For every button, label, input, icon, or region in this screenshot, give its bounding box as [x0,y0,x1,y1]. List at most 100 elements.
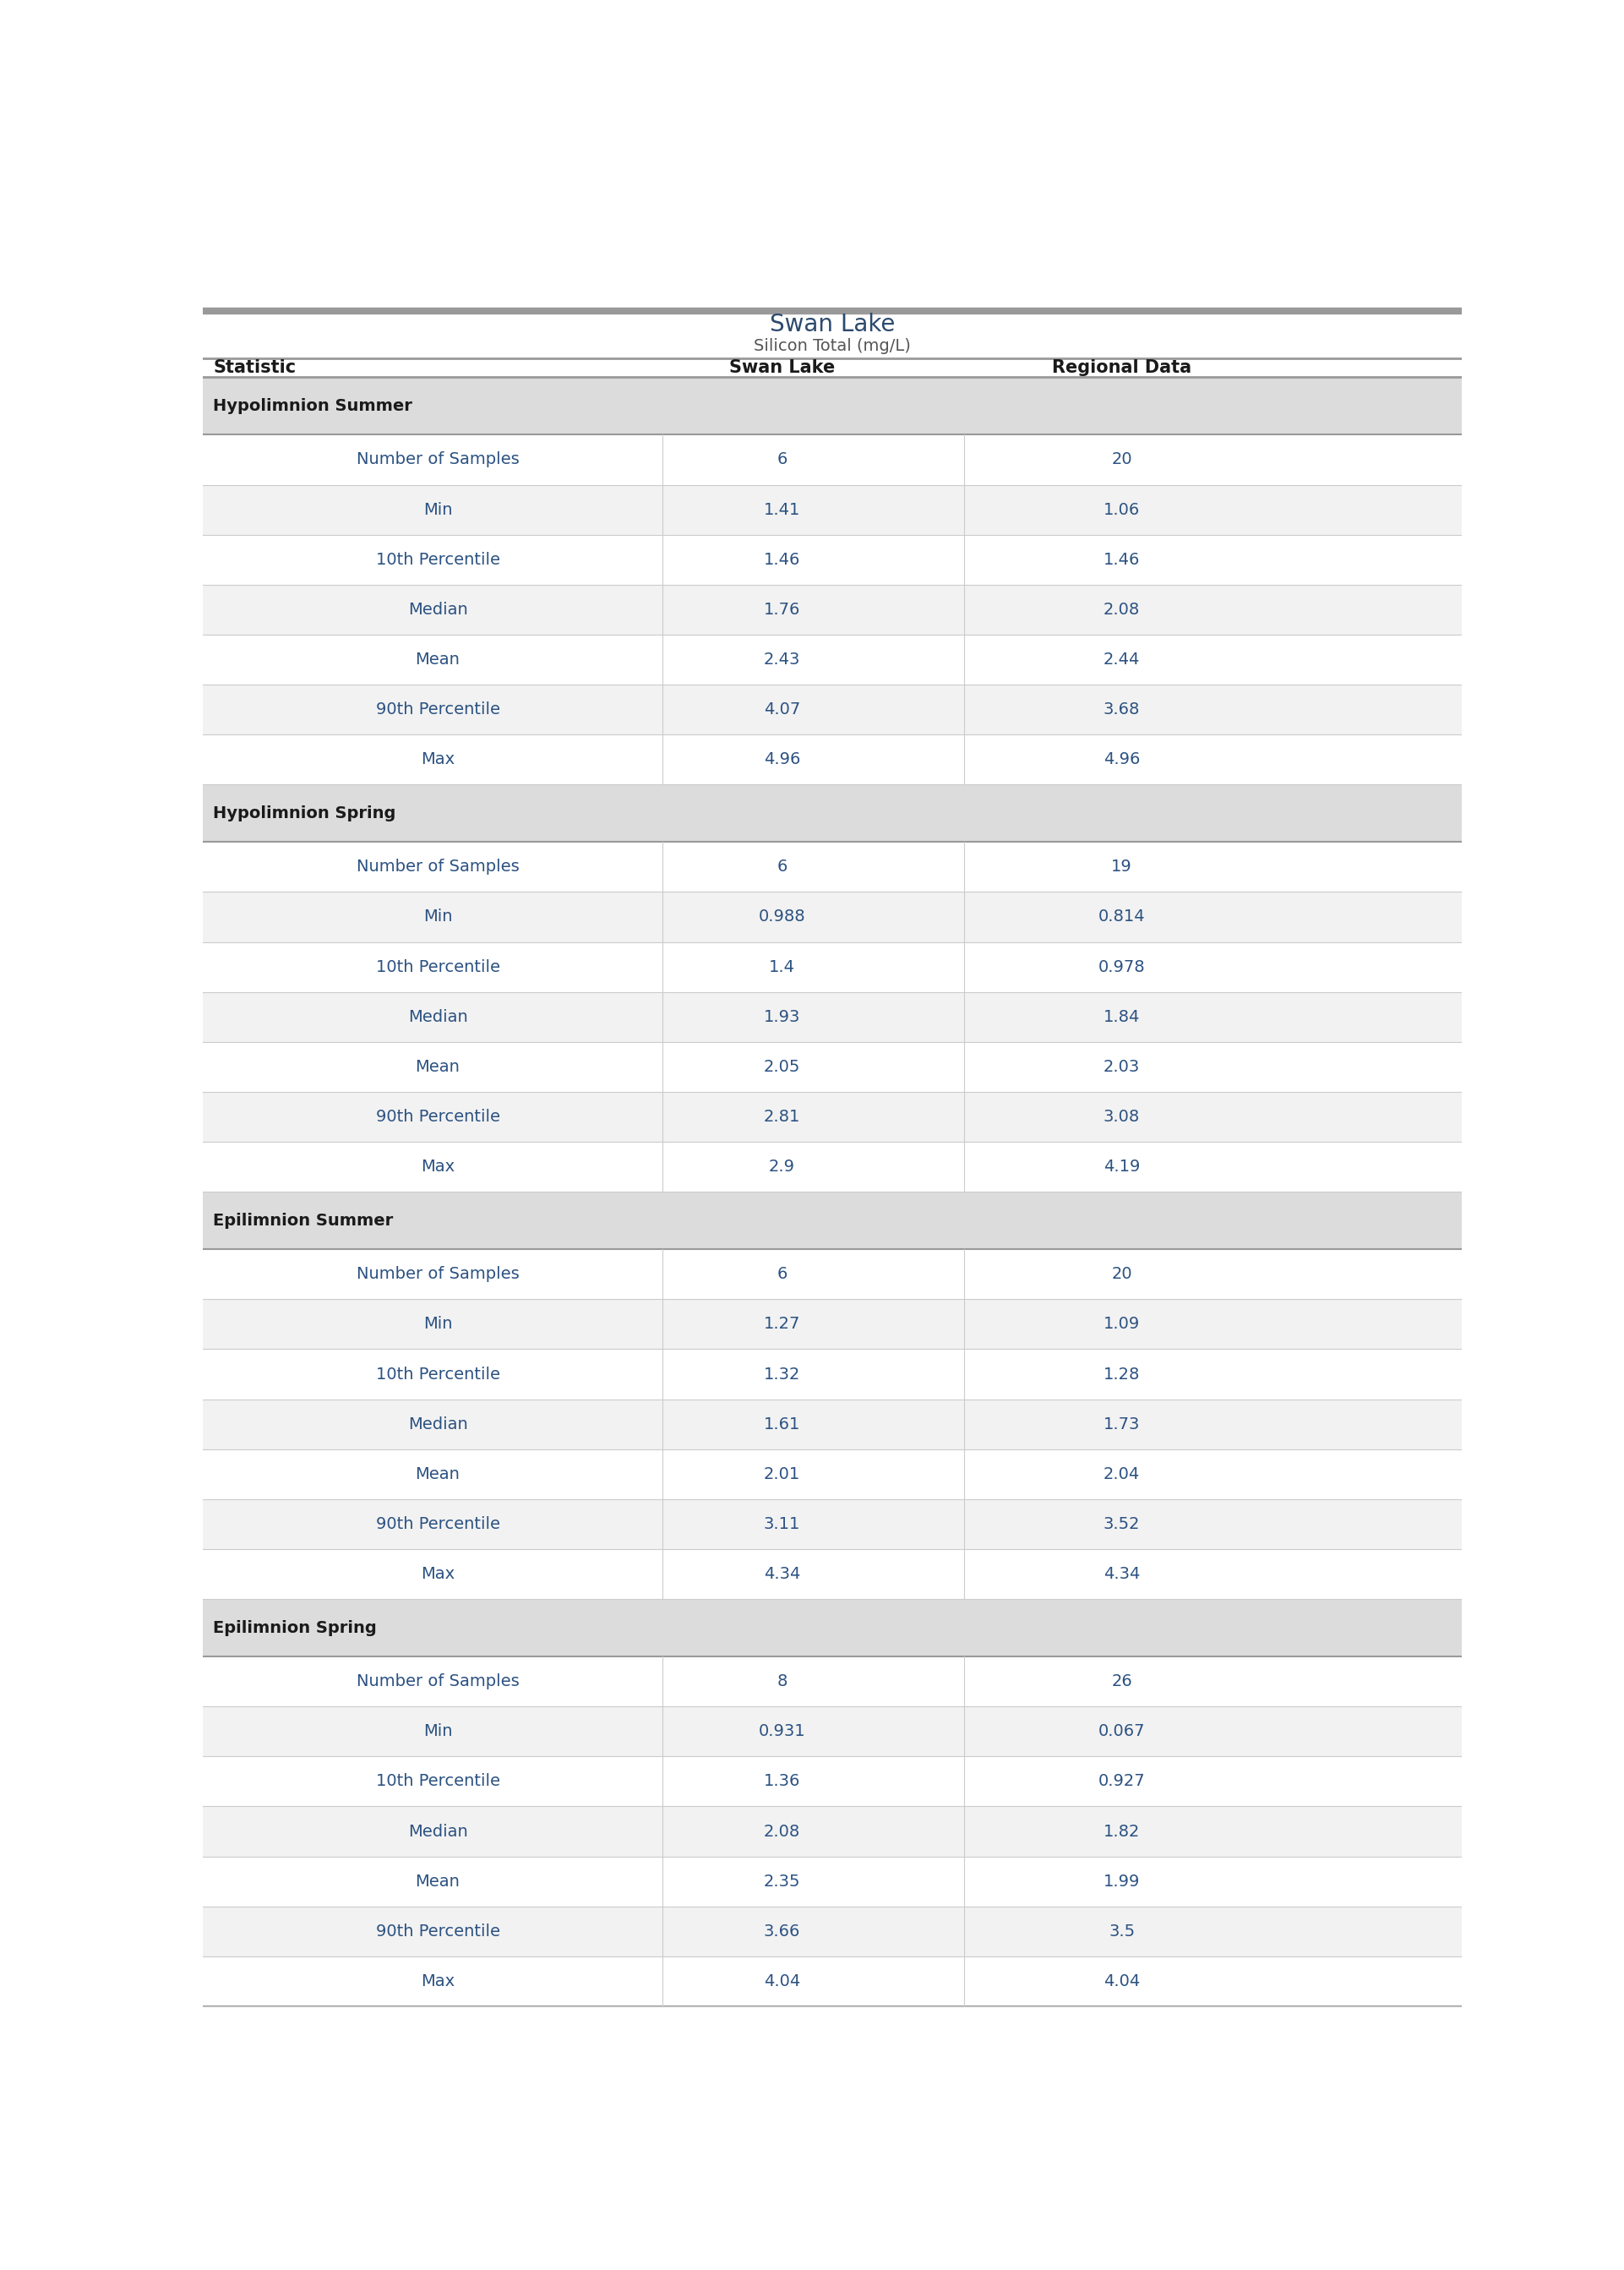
Text: 2.04: 2.04 [1103,1466,1140,1482]
Text: 90th Percentile: 90th Percentile [375,1923,500,1939]
Text: Max: Max [421,1158,455,1176]
Text: 1.73: 1.73 [1103,1416,1140,1432]
FancyBboxPatch shape [203,1298,1462,1348]
Text: Max: Max [421,1566,455,1582]
Text: 19: 19 [1111,858,1132,874]
Text: 8: 8 [776,1673,788,1689]
Text: 3.68: 3.68 [1103,701,1140,717]
Text: 1.09: 1.09 [1103,1317,1140,1332]
Text: Number of Samples: Number of Samples [356,858,520,874]
FancyBboxPatch shape [203,1142,1462,1192]
FancyBboxPatch shape [203,377,1462,436]
FancyBboxPatch shape [203,686,1462,735]
FancyBboxPatch shape [203,1907,1462,1957]
Text: 1.4: 1.4 [768,958,796,974]
Text: 1.93: 1.93 [763,1008,801,1026]
FancyBboxPatch shape [203,1757,1462,1807]
Text: 0.931: 0.931 [758,1723,806,1739]
Text: 26: 26 [1111,1673,1132,1689]
FancyBboxPatch shape [203,1398,1462,1448]
Text: Median: Median [408,1823,468,1839]
Text: Max: Max [421,1973,455,1989]
Text: 4.19: 4.19 [1103,1158,1140,1176]
Text: Statistic: Statistic [213,359,296,377]
Text: Hypolimnion Summer: Hypolimnion Summer [213,397,412,413]
FancyBboxPatch shape [203,1042,1462,1092]
FancyBboxPatch shape [203,785,1462,842]
Text: Mean: Mean [416,1466,460,1482]
Text: 4.04: 4.04 [763,1973,801,1989]
FancyBboxPatch shape [203,1807,1462,1857]
Text: 10th Percentile: 10th Percentile [375,1367,500,1382]
Text: 1.32: 1.32 [763,1367,801,1382]
FancyBboxPatch shape [203,1548,1462,1598]
Text: 1.27: 1.27 [763,1317,801,1332]
Text: Epilimnion Summer: Epilimnion Summer [213,1212,393,1228]
Text: 10th Percentile: 10th Percentile [375,958,500,974]
Text: 1.06: 1.06 [1103,502,1140,518]
Text: 3.11: 3.11 [763,1516,801,1532]
Text: 3.52: 3.52 [1103,1516,1140,1532]
Text: 1.36: 1.36 [763,1773,801,1789]
Text: 1.99: 1.99 [1103,1873,1140,1889]
FancyBboxPatch shape [203,486,1462,536]
Text: Mean: Mean [416,1873,460,1889]
Text: 10th Percentile: 10th Percentile [375,1773,500,1789]
Text: 1.82: 1.82 [1103,1823,1140,1839]
FancyBboxPatch shape [203,1707,1462,1757]
FancyBboxPatch shape [203,1192,1462,1249]
Text: Number of Samples: Number of Samples [356,1267,520,1283]
Text: 4.96: 4.96 [763,751,801,767]
Text: 4.04: 4.04 [1103,1973,1140,1989]
Text: 0.988: 0.988 [758,908,806,924]
Text: 2.05: 2.05 [763,1058,801,1076]
Text: Min: Min [424,502,453,518]
Text: 0.067: 0.067 [1098,1723,1145,1739]
Text: 20: 20 [1111,452,1132,468]
FancyBboxPatch shape [203,586,1462,636]
Text: Min: Min [424,1723,453,1739]
Text: 1.46: 1.46 [763,552,801,568]
Text: 2.43: 2.43 [763,651,801,667]
Text: 1.41: 1.41 [763,502,801,518]
FancyBboxPatch shape [203,436,1462,486]
Text: 2.44: 2.44 [1103,651,1140,667]
Text: 2.01: 2.01 [763,1466,801,1482]
Text: 90th Percentile: 90th Percentile [375,701,500,717]
Text: 1.46: 1.46 [1103,552,1140,568]
Text: Swan Lake: Swan Lake [729,359,835,377]
Text: 20: 20 [1111,1267,1132,1283]
FancyBboxPatch shape [203,1249,1462,1298]
Text: 4.07: 4.07 [763,701,801,717]
Text: 2.08: 2.08 [1103,602,1140,617]
Text: 3.5: 3.5 [1109,1923,1135,1939]
FancyBboxPatch shape [203,1598,1462,1657]
Text: Silicon Total (mg/L): Silicon Total (mg/L) [754,338,911,354]
Text: 2.35: 2.35 [763,1873,801,1889]
Text: 6: 6 [776,1267,788,1283]
Text: 2.03: 2.03 [1103,1058,1140,1076]
Text: Epilimnion Spring: Epilimnion Spring [213,1621,377,1637]
Text: Min: Min [424,1317,453,1332]
Text: Median: Median [408,1008,468,1026]
Text: 0.814: 0.814 [1098,908,1145,924]
Text: 4.96: 4.96 [1103,751,1140,767]
Text: 1.61: 1.61 [763,1416,801,1432]
FancyBboxPatch shape [203,1857,1462,1907]
FancyBboxPatch shape [203,1498,1462,1548]
Text: 0.927: 0.927 [1098,1773,1145,1789]
Text: Hypolimnion Spring: Hypolimnion Spring [213,806,396,822]
FancyBboxPatch shape [203,1448,1462,1498]
FancyBboxPatch shape [203,636,1462,686]
Text: 3.66: 3.66 [763,1923,801,1939]
FancyBboxPatch shape [203,892,1462,942]
Text: Median: Median [408,602,468,617]
Text: Number of Samples: Number of Samples [356,1673,520,1689]
Text: Mean: Mean [416,651,460,667]
Text: Number of Samples: Number of Samples [356,452,520,468]
Text: 6: 6 [776,858,788,874]
Text: 2.81: 2.81 [763,1108,801,1126]
Text: Mean: Mean [416,1058,460,1076]
Text: 1.28: 1.28 [1103,1367,1140,1382]
Text: Min: Min [424,908,453,924]
